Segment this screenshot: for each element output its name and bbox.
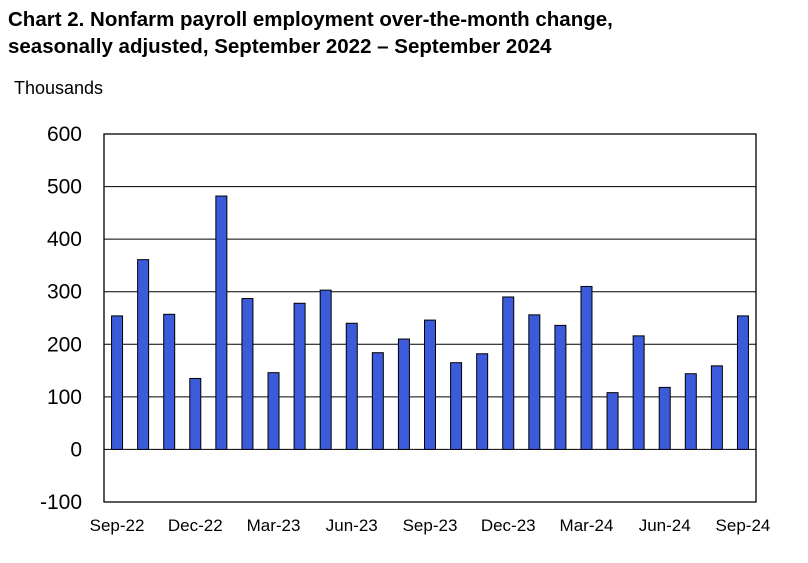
bar [371, 352, 384, 450]
bar [710, 365, 723, 450]
bar [267, 372, 280, 450]
bar [554, 324, 567, 450]
bar [319, 289, 332, 450]
bar [736, 315, 749, 450]
bar [345, 322, 358, 450]
x-tick-label: Dec-22 [168, 516, 223, 535]
bar [293, 302, 306, 450]
bar [476, 353, 489, 450]
bar [163, 313, 176, 450]
bar [137, 259, 150, 450]
y-tick-label: -100 [40, 491, 82, 514]
bar [658, 386, 671, 450]
title-line-2: seasonally adjusted, September 2022 – Se… [8, 35, 552, 58]
chart-title: Chart 2. Nonfarm payroll employment over… [8, 6, 613, 60]
y-tick-label: 100 [47, 386, 82, 409]
x-tick-label: Sep-23 [403, 516, 458, 535]
bar [606, 392, 619, 450]
x-tick-label: Jun-24 [639, 516, 691, 535]
plot-frame [103, 133, 757, 503]
y-axis-unit-label: Thousands [14, 78, 104, 98]
x-tick-label: Jun-23 [326, 516, 378, 535]
bar [528, 314, 541, 450]
bar [450, 362, 463, 450]
bar [580, 285, 593, 450]
bar [424, 319, 436, 450]
bar [397, 338, 410, 450]
bar [502, 296, 515, 450]
title-line-1: Chart 2. Nonfarm payroll employment over… [8, 8, 613, 31]
bar [215, 195, 228, 450]
x-tick-label: Mar-23 [247, 516, 301, 535]
bar [241, 298, 254, 450]
bar [684, 373, 697, 450]
bar [189, 377, 202, 450]
y-tick-label: 200 [47, 333, 82, 356]
y-tick-label: 400 [47, 228, 82, 251]
bar [111, 315, 124, 450]
x-tick-label: Sep-22 [90, 516, 145, 535]
x-tick-label: Mar-24 [560, 516, 614, 535]
y-tick-label: 0 [70, 438, 82, 461]
x-tick-label: Sep-24 [716, 516, 771, 535]
x-tick-label: Dec-23 [481, 516, 536, 535]
y-tick-label: 600 [47, 123, 82, 146]
y-tick-label: 500 [47, 176, 82, 199]
y-tick-label: 300 [47, 281, 82, 304]
bar [632, 335, 645, 450]
